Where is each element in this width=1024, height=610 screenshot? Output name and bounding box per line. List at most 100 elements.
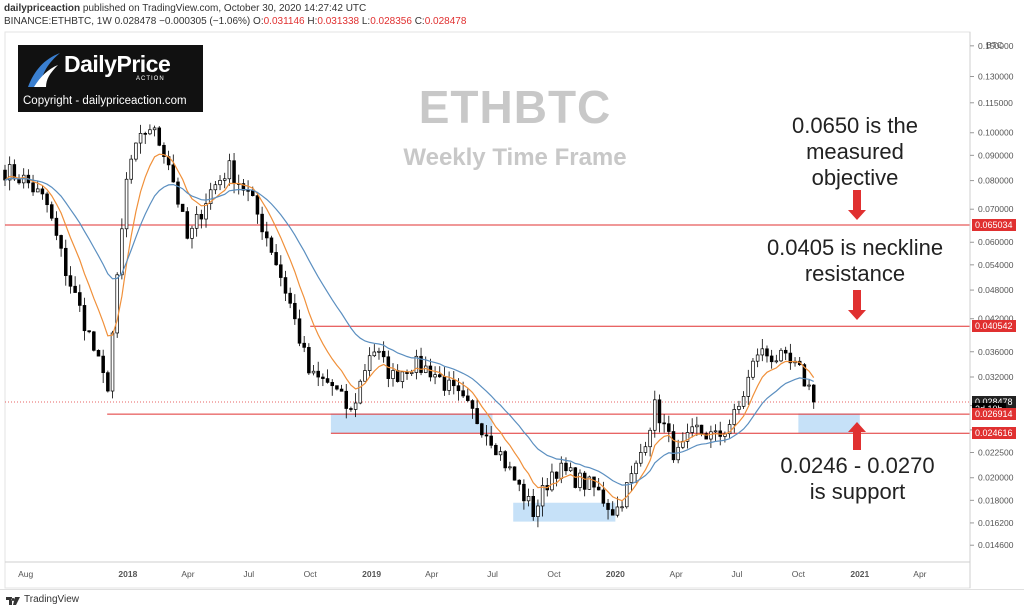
candle-body — [49, 204, 54, 219]
x-tick-label: Aug — [18, 569, 33, 579]
candle-body — [31, 182, 35, 193]
candle-body — [475, 408, 479, 425]
candle-body — [330, 382, 334, 387]
candle-body — [260, 213, 264, 233]
candle-body — [774, 360, 779, 363]
candle-body — [232, 160, 236, 184]
candle-body — [498, 451, 503, 456]
y-tick-label: 0.020000 — [978, 473, 1014, 483]
candle-body — [779, 349, 783, 362]
candle-body — [246, 189, 250, 192]
candle-body — [3, 169, 7, 181]
support-top-price-tag: 0.026914 — [972, 408, 1016, 421]
high-value: 0.031338 — [317, 16, 360, 27]
y-tick-label: 0.016200 — [978, 518, 1014, 528]
x-tick-label: 2019 — [362, 569, 381, 579]
logo-tagline: ACTION — [136, 76, 165, 82]
candle-body — [185, 211, 190, 239]
candle-body — [704, 433, 708, 440]
candle-body — [615, 506, 620, 516]
candle-body — [194, 214, 199, 229]
publisher-name[interactable]: dailypriceaction — [4, 3, 81, 14]
candle-body — [466, 395, 470, 401]
y-tick-label: 0.080000 — [978, 176, 1014, 186]
candle-body — [671, 431, 676, 461]
candle-body — [484, 434, 489, 437]
candle-body — [17, 178, 21, 184]
neckline-price-tag: 0.040542 — [972, 320, 1016, 333]
y-tick-label: 0.070000 — [978, 204, 1014, 214]
candle-body — [634, 462, 638, 475]
y-tick-label: 0.014600 — [978, 540, 1014, 550]
y-tick-label: 0.054000 — [978, 260, 1014, 270]
candle-body — [648, 429, 652, 448]
candle-body — [564, 462, 568, 472]
candle-body — [601, 489, 606, 504]
x-tick-label: Jul — [731, 569, 742, 579]
candle-body — [442, 376, 447, 391]
y-tick-label: 0.042000 — [978, 314, 1014, 324]
candle-body — [372, 351, 377, 357]
open-label: O: — [253, 16, 264, 27]
x-axis: Aug 2018 Apr Jul Oct 2019 Apr Jul Oct 2020 Apr Jul O… — [5, 561, 970, 579]
x-tick-label: 2018 — [118, 569, 137, 579]
candle-body — [746, 376, 751, 397]
candle-body — [344, 390, 349, 409]
candle-body — [115, 274, 119, 334]
candle-body — [106, 372, 110, 392]
tradingview-brand[interactable]: TradingView — [6, 594, 79, 605]
open-value: 0.031146 — [263, 16, 305, 27]
candle-body — [765, 348, 769, 357]
candle-body — [143, 132, 147, 135]
publish-info: published on TradingView.com, October 30… — [80, 3, 367, 14]
candle-body — [7, 164, 12, 181]
candle-body — [283, 277, 288, 294]
candle-body — [218, 180, 222, 186]
candle-body — [727, 424, 732, 435]
x-tick-label: Jul — [487, 569, 498, 579]
candle-body — [760, 348, 765, 356]
candle-body — [653, 399, 657, 431]
symbol-label[interactable]: BINANCE:ETHBTC, 1W — [4, 16, 112, 27]
candle-body — [241, 183, 246, 191]
candle-body — [180, 203, 185, 212]
y-tick-label: 0.032000 — [978, 372, 1014, 382]
candle-body — [171, 164, 176, 183]
candle-body — [288, 292, 292, 304]
candle-body — [138, 132, 143, 144]
candle-body — [265, 231, 269, 239]
candle-body — [40, 188, 45, 195]
y-tick-label: 0.036000 — [978, 347, 1014, 357]
x-tick-label: Apr — [181, 569, 194, 579]
candle-body — [751, 360, 755, 378]
candle-body — [176, 181, 180, 205]
tradingview-label: TradingView — [24, 594, 80, 605]
x-tick-label: Oct — [304, 569, 318, 579]
candle-body — [470, 400, 475, 409]
candle-body — [741, 396, 746, 407]
candle-body — [788, 352, 793, 364]
candle-body — [447, 379, 451, 391]
candle-body — [526, 495, 531, 502]
candle-body — [587, 476, 592, 490]
support-bottom-price-tag: 0.024616 — [972, 427, 1016, 440]
annotation-arrows — [848, 190, 866, 450]
neckline-arrow — [848, 290, 866, 320]
ema-line-8 — [4, 153, 815, 502]
candle-body — [657, 399, 662, 424]
candle-body — [639, 452, 643, 464]
candle-body — [461, 390, 465, 397]
candle-body — [92, 331, 96, 351]
candle-body — [582, 472, 587, 490]
candle-body — [274, 252, 278, 266]
candle-body — [349, 408, 353, 410]
publish-header: dailypriceaction published on TradingVie… — [4, 3, 366, 14]
candle-body — [400, 371, 405, 382]
candle-body — [732, 409, 737, 425]
candle-body — [783, 349, 788, 354]
candle-body — [428, 365, 433, 378]
support-annotation: 0.0246 - 0.0270 is support — [780, 453, 935, 504]
candle-body — [480, 423, 484, 436]
candle-body — [377, 350, 381, 353]
